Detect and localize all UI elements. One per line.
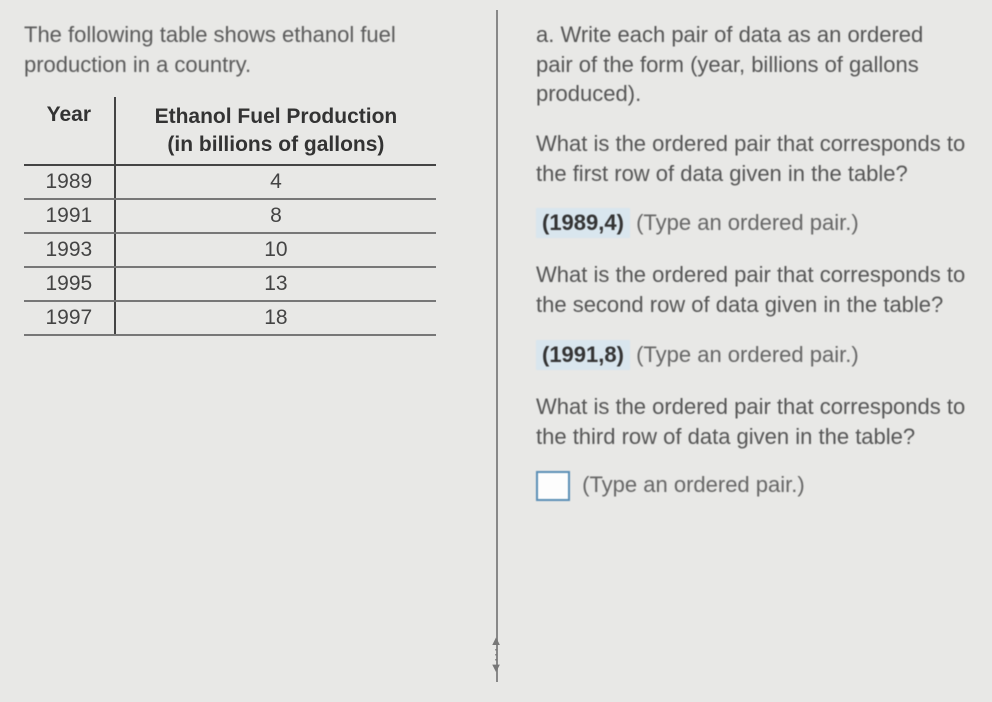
hint-2: (Type an ordered pair.) bbox=[636, 342, 859, 367]
prod-header-line1: Ethanol Fuel Production bbox=[155, 105, 398, 128]
hint-1: (Type an ordered pair.) bbox=[636, 210, 859, 235]
answer-line-1: (1989,4) (Type an ordered pair.) bbox=[536, 208, 966, 238]
cell-value: 8 bbox=[115, 199, 436, 233]
cell-value: 18 bbox=[115, 301, 436, 335]
cell-value: 4 bbox=[115, 165, 436, 199]
cell-value: 10 bbox=[115, 233, 436, 267]
scroll-indicator[interactable]: ▲ ⋮ ▼ bbox=[484, 624, 508, 684]
table-row: 1989 4 bbox=[24, 165, 436, 199]
cell-year: 1997 bbox=[24, 301, 115, 335]
left-pane: The following table shows ethanol fuel p… bbox=[0, 0, 496, 702]
question-2: What is the ordered pair that correspond… bbox=[536, 260, 966, 319]
answer-line-3: (Type an ordered pair.) bbox=[536, 471, 966, 501]
hint-3: (Type an ordered pair.) bbox=[582, 472, 805, 497]
dots-icon: ⋮ bbox=[489, 647, 503, 661]
intro-text: The following table shows ethanol fuel p… bbox=[24, 20, 472, 79]
pane-divider bbox=[496, 10, 498, 682]
cell-year: 1995 bbox=[24, 267, 115, 301]
answer-2: (1991,8) bbox=[536, 340, 630, 370]
table-row: 1993 10 bbox=[24, 233, 436, 267]
table-header-row: Year Ethanol Fuel Production (in billion… bbox=[24, 97, 436, 165]
table-row: 1991 8 bbox=[24, 199, 436, 233]
cell-year: 1989 bbox=[24, 165, 115, 199]
table-row: 1995 13 bbox=[24, 267, 436, 301]
answer-line-2: (1991,8) (Type an ordered pair.) bbox=[536, 340, 966, 370]
cell-year: 1991 bbox=[24, 199, 115, 233]
answer-1: (1989,4) bbox=[536, 208, 630, 238]
data-table: Year Ethanol Fuel Production (in billion… bbox=[24, 97, 436, 336]
col-header-year: Year bbox=[24, 97, 115, 165]
table-row: 1997 18 bbox=[24, 301, 436, 335]
question-1: What is the ordered pair that correspond… bbox=[536, 129, 966, 188]
question-3: What is the ordered pair that correspond… bbox=[536, 392, 966, 451]
part-a-prompt: a. Write each pair of data as an ordered… bbox=[536, 20, 966, 109]
col-header-production: Ethanol Fuel Production (in billions of … bbox=[115, 97, 436, 165]
chevron-down-icon: ▼ bbox=[490, 661, 503, 674]
prod-header-line2: (in billions of gallons) bbox=[167, 133, 384, 156]
cell-value: 13 bbox=[115, 267, 436, 301]
right-pane: a. Write each pair of data as an ordered… bbox=[496, 0, 992, 702]
cell-year: 1993 bbox=[24, 233, 115, 267]
answer-3-input[interactable] bbox=[536, 471, 570, 501]
